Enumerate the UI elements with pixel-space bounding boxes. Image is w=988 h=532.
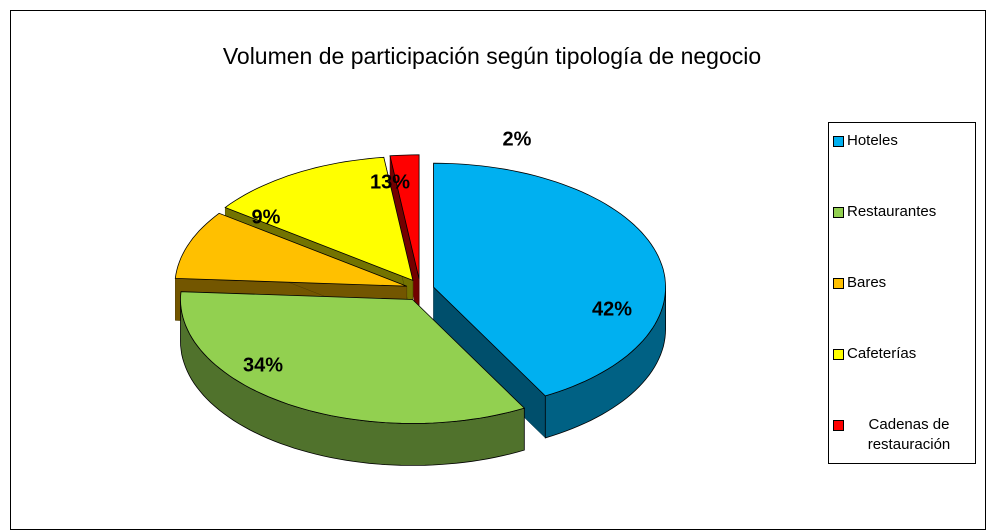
legend-label: Cafeterías [847,345,917,362]
slice-top [180,291,526,424]
data-label: 2% [503,128,532,150]
legend: Hoteles Restaurantes Bares Cafeterías Cadena… [828,122,976,464]
legend-entry: Bares [833,273,971,344]
legend-swatch [833,349,844,360]
legend-entry: Restaurantes [833,202,971,273]
slice-top [174,212,407,287]
legend-entry: Hoteles [833,131,971,202]
pie-slice [433,162,667,439]
slice-top [433,162,667,397]
legend-swatch [833,420,844,431]
data-label: 34% [243,354,283,376]
pie-slice [180,291,526,466]
legend-swatch [833,207,844,218]
data-label: 42% [592,298,632,320]
data-label: 13% [370,171,410,193]
legend-label: Hoteles [847,132,898,149]
slice-top [224,156,414,282]
legend-label: Restaurantes [847,203,937,220]
legend-swatch [833,278,844,289]
legend-entry: Cafeterías [833,344,971,415]
data-label: 9% [252,206,281,228]
legend-label: Cadenas de restauración [867,416,951,453]
legend-swatch [833,136,844,147]
legend-label: Bares [847,274,887,291]
slice-top [389,154,420,279]
chart-title: Volumen de participación según tipología… [223,43,761,69]
pie: 42% 34% 9% 13% 2% [174,128,667,466]
legend-entry: Cadenas de restauración [833,415,971,486]
